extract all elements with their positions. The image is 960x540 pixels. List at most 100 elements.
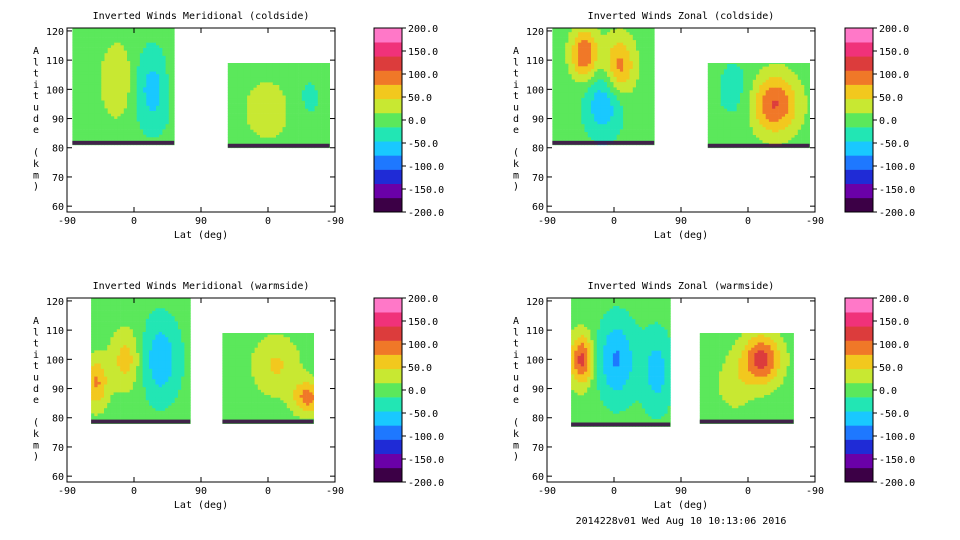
colorbar-swatch	[374, 439, 402, 454]
colorbar-label: 150.0	[879, 47, 909, 58]
panel-3: Inverted Winds Meridional (warmside) -90 0…	[33, 281, 444, 511]
y-tick-label: 100	[526, 355, 544, 366]
x-tick-label: 0	[265, 216, 271, 227]
y-tick-label: 90	[532, 115, 544, 126]
y-tick-label: 70	[532, 173, 544, 184]
colorbar-swatch	[845, 84, 873, 100]
y-tick-label: 120	[46, 297, 64, 308]
colorbar-label: -100.0	[879, 162, 915, 173]
colorbar: 200.0 150.0 100.0 50.0 0.0 -50.0 -100.0 -150.0 -…	[373, 24, 444, 219]
colorbar-label: -150.0	[879, 185, 915, 196]
contour-field	[552, 28, 810, 149]
colorbar-label: 50.0	[408, 93, 432, 104]
colorbar-label: -50.0	[408, 139, 438, 150]
colorbar-swatch	[374, 155, 402, 170]
y-tick-label: 60	[532, 472, 544, 483]
colorbar-label: 200.0	[408, 294, 438, 305]
x-tick-label: 0	[131, 216, 137, 227]
colorbar-swatch	[374, 141, 402, 156]
y-tick-label: 80	[532, 414, 544, 425]
y-tick-label: 110	[526, 56, 544, 67]
y-tick-label: 110	[526, 326, 544, 337]
x-axis-label: Lat (deg)	[174, 500, 228, 511]
colorbar-swatch	[845, 183, 873, 199]
colorbar-swatch	[845, 312, 873, 327]
x-tick-label: -90	[538, 486, 556, 497]
colorbar-swatch	[845, 439, 873, 454]
colorbar-label: 100.0	[408, 340, 438, 351]
colorbar-swatch	[845, 453, 873, 469]
colorbar-swatch	[374, 326, 402, 341]
colorbar-swatch	[374, 183, 402, 199]
colorbar-swatch	[845, 42, 873, 57]
colorbar: 200.0 150.0 100.0 50.0 0.0 -50.0 -100.0 -150.0 -…	[844, 294, 915, 489]
colorbar-label: 0.0	[879, 116, 897, 127]
panel-2: Inverted Winds Zonal (coldside) -90 0 90 0 -9…	[513, 11, 915, 241]
colorbar-label: 100.0	[408, 70, 438, 81]
contour-field	[72, 28, 330, 149]
x-tick-label: -90	[326, 486, 344, 497]
x-tick-label: 0	[265, 486, 271, 497]
colorbar-label: -200.0	[408, 478, 444, 489]
y-tick-label: 100	[46, 355, 64, 366]
x-tick-label: -90	[58, 486, 76, 497]
x-tick-label: -90	[806, 216, 824, 227]
y-tick-label: 120	[526, 297, 544, 308]
colorbar-label: -150.0	[408, 455, 444, 466]
x-tick-label: 0	[745, 486, 751, 497]
x-tick-label: -90	[58, 216, 76, 227]
colorbar-swatch	[374, 197, 402, 213]
colorbar-label: 150.0	[408, 47, 438, 58]
colorbar-swatch	[845, 354, 873, 370]
colorbar-label: 50.0	[879, 93, 903, 104]
colorbar-label: -50.0	[408, 409, 438, 420]
colorbar-swatch	[374, 425, 402, 440]
x-tick-label: 0	[611, 486, 617, 497]
x-tick-label: 0	[611, 216, 617, 227]
x-tick-label: 90	[675, 486, 687, 497]
panel-1: Inverted Winds Meridional (coldside) -90 0…	[33, 11, 444, 241]
colorbar-swatch	[374, 312, 402, 327]
colorbar-swatch	[845, 127, 873, 142]
colorbar-swatch	[374, 169, 402, 184]
x-tick-label: 90	[675, 216, 687, 227]
y-tick-label: 60	[532, 202, 544, 213]
colorbar-swatch	[374, 112, 402, 128]
colorbar-swatch	[845, 28, 873, 43]
colorbar-label: 100.0	[879, 70, 909, 81]
colorbar-swatch	[374, 340, 402, 355]
y-tick-label: 80	[52, 414, 64, 425]
colorbar-swatch	[374, 42, 402, 57]
y-tick-label: 70	[52, 173, 64, 184]
panels: Inverted Winds Meridional (coldside) -90 0…	[33, 11, 915, 511]
colorbar-label: 50.0	[879, 363, 903, 374]
colorbar-label: 200.0	[408, 24, 438, 35]
colorbar-label: -50.0	[879, 139, 909, 150]
y-tick-label: 110	[46, 326, 64, 337]
colorbar-swatch	[845, 155, 873, 170]
panel-title: Inverted Winds Meridional (warmside)	[93, 281, 310, 292]
colorbar-swatch	[374, 397, 402, 412]
colorbar-swatch	[374, 298, 402, 313]
y-tick-label: 70	[52, 443, 64, 454]
y-tick-label: 100	[46, 85, 64, 96]
y-tick-label: 80	[52, 144, 64, 155]
y-tick-label: 90	[532, 385, 544, 396]
colorbar-label: -150.0	[879, 455, 915, 466]
colorbar-swatch	[374, 98, 402, 114]
x-axis-label: Lat (deg)	[174, 230, 228, 241]
contour-field	[571, 298, 794, 427]
colorbar-swatch	[374, 354, 402, 370]
colorbar-swatch	[845, 411, 873, 426]
colorbar-swatch	[845, 141, 873, 156]
colorbar: 200.0 150.0 100.0 50.0 0.0 -50.0 -100.0 -150.0 -…	[844, 24, 915, 219]
y-tick-label: 80	[532, 144, 544, 155]
colorbar-label: -200.0	[408, 208, 444, 219]
panel-4: Inverted Winds Zonal (warmside) -90 0 90 0 -9…	[513, 281, 915, 511]
colorbar-swatch	[845, 298, 873, 313]
